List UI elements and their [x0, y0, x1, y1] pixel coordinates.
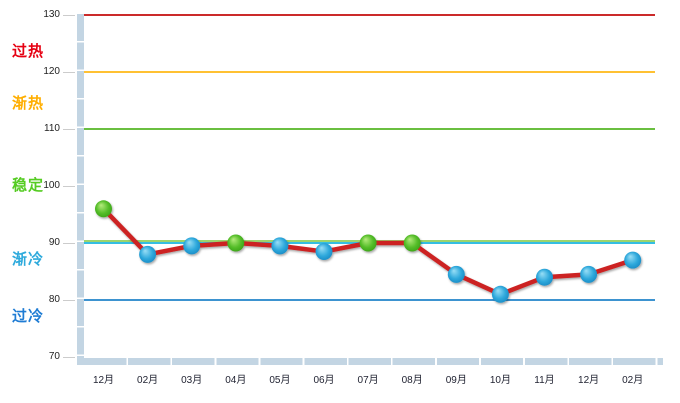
reference-line-130-0 — [84, 14, 655, 16]
x-tick-label-6: 07月 — [357, 375, 379, 386]
data-point-marker-9[interactable] — [491, 285, 509, 303]
data-point-marker-10[interactable] — [536, 268, 553, 286]
index-series-line — [101, 206, 635, 297]
data-point-marker-12[interactable] — [624, 251, 642, 269]
data-point-marker-7[interactable] — [403, 234, 421, 252]
x-axis-bar — [84, 358, 663, 365]
reference-line-120-1 — [84, 71, 655, 73]
y-axis-bar — [77, 14, 84, 365]
x-tick-label-10: 11月 — [534, 375, 555, 386]
zone-label-3: 渐冷 — [12, 251, 45, 269]
zone-label-2: 稳定 — [12, 177, 45, 195]
y-tick-label-130: 130 — [43, 9, 60, 20]
zone-label-0: 过热 — [12, 43, 45, 61]
y-tick-mark-80 — [63, 300, 75, 301]
data-point-marker-4[interactable] — [271, 237, 289, 255]
x-tick-label-0: 12月 — [92, 375, 115, 386]
x-tick-label-5: 06月 — [313, 375, 335, 386]
x-tick-label-9: 10月 — [489, 375, 511, 386]
x-tick-label-7: 08月 — [401, 375, 423, 386]
reference-line-80-5 — [84, 299, 655, 301]
y-tick-label-90: 90 — [48, 237, 60, 248]
y-tick-label-70: 70 — [48, 351, 60, 362]
y-tick-mark-100 — [63, 186, 75, 187]
y-tick-mark-90 — [63, 243, 75, 244]
y-tick-mark-130 — [63, 15, 75, 16]
data-point-marker-0[interactable] — [95, 200, 112, 218]
data-point-marker-8[interactable] — [447, 265, 465, 283]
zone-label-4: 过冷 — [12, 308, 45, 326]
data-point-marker-5[interactable] — [315, 243, 333, 261]
x-tick-label-4: 05月 — [269, 375, 291, 386]
y-tick-label-80: 80 — [48, 294, 60, 305]
reference-line-110-2 — [84, 128, 655, 130]
y-tick-label-110: 110 — [44, 123, 60, 134]
zone-label-1: 渐热 — [12, 94, 45, 112]
x-tick-label-8: 09月 — [445, 375, 467, 386]
data-point-marker-2[interactable] — [183, 237, 201, 255]
x-tick-label-11: 12月 — [578, 375, 600, 386]
data-point-marker-6[interactable] — [359, 234, 377, 252]
y-tick-label-120: 120 — [43, 66, 60, 77]
data-point-marker-1[interactable] — [139, 245, 157, 263]
x-tick-label-1: 02月 — [137, 375, 159, 386]
x-tick-label-3: 04月 — [225, 375, 247, 386]
y-tick-mark-110 — [63, 129, 75, 130]
y-tick-mark-70 — [63, 357, 75, 358]
y-tick-label-100: 100 — [43, 180, 60, 191]
data-point-marker-11[interactable] — [580, 265, 598, 283]
data-point-marker-3[interactable] — [227, 234, 245, 252]
y-tick-mark-120 — [63, 72, 75, 73]
x-tick-label-12: 02月 — [622, 375, 644, 386]
x-tick-label-2: 03月 — [181, 375, 203, 386]
